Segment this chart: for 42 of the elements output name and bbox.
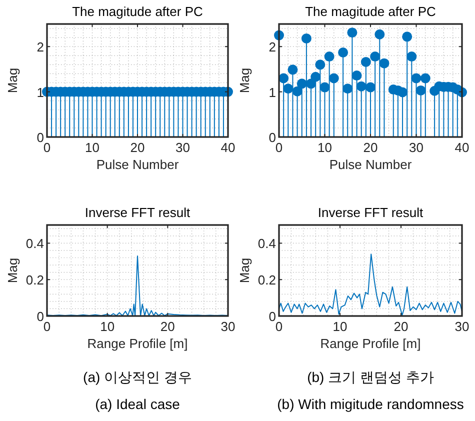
y-tick-label: 0.4 [26,236,44,252]
y-tick-label: 1 [268,84,276,100]
chart-title: The magitude after PC [305,4,436,19]
x-tick-label: 10 [85,140,100,155]
text: (a) 이상적인 경우 [83,369,192,385]
x-axis-title: Range Profile [m] [320,336,421,351]
x-tick-label: 10 [100,319,115,334]
y-axis-title: Mag [5,68,20,94]
chart-title: The magitude after PC [72,4,203,19]
text: (b) 크기 랜덤성 추가 [307,369,434,385]
x-tick-label: 20 [394,319,408,334]
chart-title: Inverse FFT result [84,205,190,220]
x-axis-title: Pulse Number [329,157,412,172]
y-tick-label: 0 [36,309,44,324]
x-tick-label: 30 [454,319,470,334]
x-axis-title: Range Profile [m] [87,336,188,351]
y-tick-label: 0.2 [258,272,276,288]
chart-title: Inverse FFT result [318,205,424,220]
text: (b) With migitude randomness [277,396,464,412]
y-tick-label: 0 [268,130,276,145]
y-tick-label: 0 [36,130,44,145]
y-tick-label: 2 [36,40,44,55]
x-tick-label: 40 [454,140,470,155]
x-axis-title: Pulse Number [96,157,180,172]
x-tick-label: 20 [160,319,175,334]
y-tick-label: 2 [268,40,276,55]
y-tick-label: 0.2 [26,272,44,288]
y-axis-title: Mag [237,68,252,94]
y-axis-title: Mag [237,258,252,284]
x-tick-label: 20 [363,140,378,155]
x-tick-label: 20 [130,140,145,155]
y-tick-label: 0.4 [258,236,276,252]
x-tick-label: 10 [318,140,332,155]
y-tick-label: 0 [268,309,276,324]
x-tick-label: 30 [176,140,190,155]
y-axis-title: Mag [5,258,20,284]
x-tick-label: 40 [220,140,236,155]
y-tick-label: 1 [36,84,44,100]
x-tick-label: 30 [220,319,236,334]
text: (a) Ideal case [95,396,180,412]
x-tick-label: 10 [332,319,348,334]
x-tick-label: 30 [409,140,424,155]
